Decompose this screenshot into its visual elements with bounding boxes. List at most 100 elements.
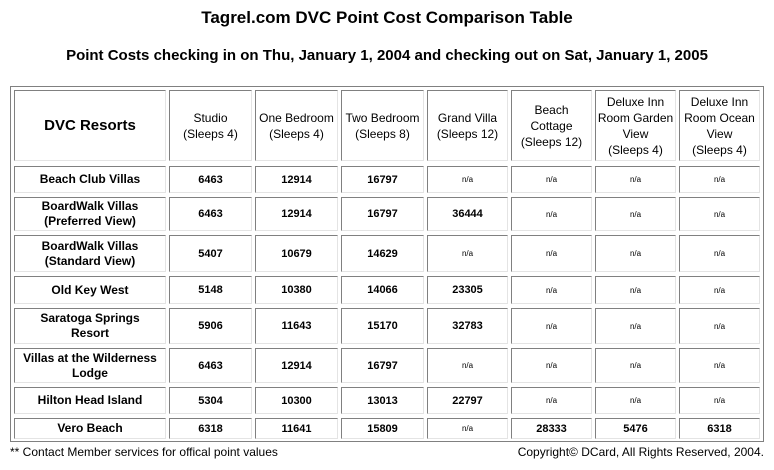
point-value-cell-text: n/a bbox=[545, 175, 558, 184]
point-value-cell: n/a bbox=[595, 387, 676, 414]
point-value-cell: n/a bbox=[679, 308, 760, 344]
point-value-cell: 13013 bbox=[341, 387, 424, 414]
column-header: Beach Cottage (Sleeps 12) bbox=[511, 90, 592, 161]
point-value-cell: 5906 bbox=[169, 308, 252, 344]
point-value-cell-text: 12914 bbox=[281, 173, 312, 186]
copyright-text: Copyright© DCard, All Rights Reserved, 2… bbox=[517, 445, 764, 459]
point-value-cell: 10300 bbox=[255, 387, 338, 414]
point-value-cell-text: n/a bbox=[545, 285, 558, 295]
point-value-cell-text: n/a bbox=[545, 321, 558, 331]
point-value-cell-text: 6463 bbox=[198, 173, 223, 186]
point-value-cell: 10380 bbox=[255, 276, 338, 304]
column-header: Deluxe Inn Room Ocean View (Sleeps 4) bbox=[679, 90, 760, 161]
resort-name: BoardWalk Villas (Standard View) bbox=[14, 235, 166, 272]
point-value-cell: n/a bbox=[595, 166, 676, 193]
point-value-cell: n/a bbox=[511, 348, 592, 383]
point-value-cell: 5407 bbox=[169, 235, 252, 272]
corner-header-text: DVC Resorts bbox=[44, 117, 136, 134]
point-value-cell: 12914 bbox=[255, 348, 338, 383]
point-value-cell-text: n/a bbox=[629, 175, 642, 184]
point-value-cell: 11641 bbox=[255, 418, 338, 439]
point-value-cell-text: n/a bbox=[461, 361, 474, 370]
page-subtitle: Point Costs checking in on Thu, January … bbox=[66, 47, 708, 64]
point-value-cell-text: 13013 bbox=[367, 394, 398, 407]
point-value-cell: 12914 bbox=[255, 166, 338, 193]
resort-name-text: BoardWalk Villas (Standard View) bbox=[41, 238, 139, 268]
point-value-cell-text: n/a bbox=[461, 175, 474, 184]
point-value-cell-text: 16797 bbox=[367, 359, 398, 372]
point-value-cell: 28333 bbox=[511, 418, 592, 439]
point-value-cell-text: 14629 bbox=[367, 247, 398, 260]
resort-name: Beach Club Villas bbox=[14, 166, 166, 193]
column-header: Two Bedroom (Sleeps 8) bbox=[341, 90, 424, 161]
point-value-cell: n/a bbox=[427, 418, 508, 439]
point-value-cell-text: 5148 bbox=[198, 284, 223, 296]
point-value-cell: 6318 bbox=[679, 418, 760, 439]
point-value-cell: n/a bbox=[595, 348, 676, 383]
point-value-cell: n/a bbox=[595, 235, 676, 272]
point-value-cell: 16797 bbox=[341, 166, 424, 193]
point-value-cell-text: n/a bbox=[713, 361, 726, 370]
point-value-cell-text: 6463 bbox=[198, 359, 223, 372]
point-value-cell: n/a bbox=[427, 166, 508, 193]
point-value-cell: n/a bbox=[427, 235, 508, 272]
point-value-cell: 10679 bbox=[255, 235, 338, 272]
point-value-cell-text: n/a bbox=[713, 175, 726, 184]
point-value-cell-text: 15809 bbox=[367, 422, 398, 435]
point-value-cell-text: 14066 bbox=[367, 284, 398, 296]
point-value-cell: n/a bbox=[595, 308, 676, 344]
point-value-cell: n/a bbox=[511, 276, 592, 304]
resort-name: Hilton Head Island bbox=[14, 387, 166, 414]
point-value-cell-text: n/a bbox=[545, 361, 558, 370]
point-value-cell-text: 6463 bbox=[198, 208, 223, 220]
point-value-cell-text: n/a bbox=[713, 285, 726, 295]
point-value-cell-text: n/a bbox=[713, 396, 726, 405]
point-value-cell-text: n/a bbox=[545, 249, 558, 258]
resort-name-text: BoardWalk Villas (Preferred View) bbox=[41, 199, 139, 228]
point-value-cell: n/a bbox=[679, 197, 760, 231]
point-value-cell: n/a bbox=[511, 197, 592, 231]
point-value-cell-text: n/a bbox=[629, 361, 642, 370]
point-value-cell-text: 10300 bbox=[281, 394, 312, 407]
point-value-cell-text: n/a bbox=[629, 285, 642, 295]
point-value-cell: 5304 bbox=[169, 387, 252, 414]
point-value-cell: n/a bbox=[679, 387, 760, 414]
point-value-cell-text: 36444 bbox=[452, 208, 483, 220]
resort-name: Old Key West bbox=[14, 276, 166, 304]
point-value-cell: 15809 bbox=[341, 418, 424, 439]
point-value-cell: 14066 bbox=[341, 276, 424, 304]
point-value-cell: 6318 bbox=[169, 418, 252, 439]
point-value-cell: 6463 bbox=[169, 348, 252, 383]
point-value-cell-text: n/a bbox=[461, 424, 474, 433]
column-header: Studio (Sleeps 4) bbox=[169, 90, 252, 161]
point-value-cell-text: 11641 bbox=[281, 422, 312, 435]
column-header: Deluxe Inn Room Garden View (Sleeps 4) bbox=[595, 90, 676, 161]
point-value-cell: n/a bbox=[511, 387, 592, 414]
point-value-cell: 11643 bbox=[255, 308, 338, 344]
point-value-cell-text: n/a bbox=[629, 249, 642, 258]
point-value-cell-text: 5906 bbox=[198, 320, 223, 332]
point-value-cell: n/a bbox=[679, 348, 760, 383]
point-value-cell-text: 28333 bbox=[536, 422, 567, 435]
point-value-cell-text: n/a bbox=[713, 249, 726, 258]
point-value-cell: 14629 bbox=[341, 235, 424, 272]
point-value-cell-text: 10679 bbox=[281, 247, 312, 260]
resort-name-text: Saratoga Springs Resort bbox=[40, 311, 140, 340]
resort-name: Saratoga Springs Resort bbox=[14, 308, 166, 344]
resort-name-text: Beach Club Villas bbox=[39, 172, 141, 186]
point-value-cell: 36444 bbox=[427, 197, 508, 231]
footnote: ** Contact Member services for offical p… bbox=[10, 445, 278, 459]
column-header: One Bedroom (Sleeps 4) bbox=[255, 90, 338, 161]
column-header-text: Studio (Sleeps 4) bbox=[183, 110, 238, 141]
column-header-text: Beach Cottage (Sleeps 12) bbox=[520, 102, 583, 149]
point-value-cell-text: 5476 bbox=[623, 422, 648, 435]
point-value-cell: n/a bbox=[679, 276, 760, 304]
point-value-cell: 23305 bbox=[427, 276, 508, 304]
point-value-cell-text: 6318 bbox=[198, 422, 223, 435]
point-value-cell-text: 32783 bbox=[452, 320, 483, 332]
point-value-cell-text: 15170 bbox=[367, 320, 398, 332]
column-header-text: Deluxe Inn Room Garden View (Sleeps 4) bbox=[597, 94, 674, 157]
page-title: Tagrel.com DVC Point Cost Comparison Tab… bbox=[201, 8, 573, 27]
point-value-cell-text: 5407 bbox=[198, 247, 223, 260]
point-value-cell: n/a bbox=[511, 166, 592, 193]
